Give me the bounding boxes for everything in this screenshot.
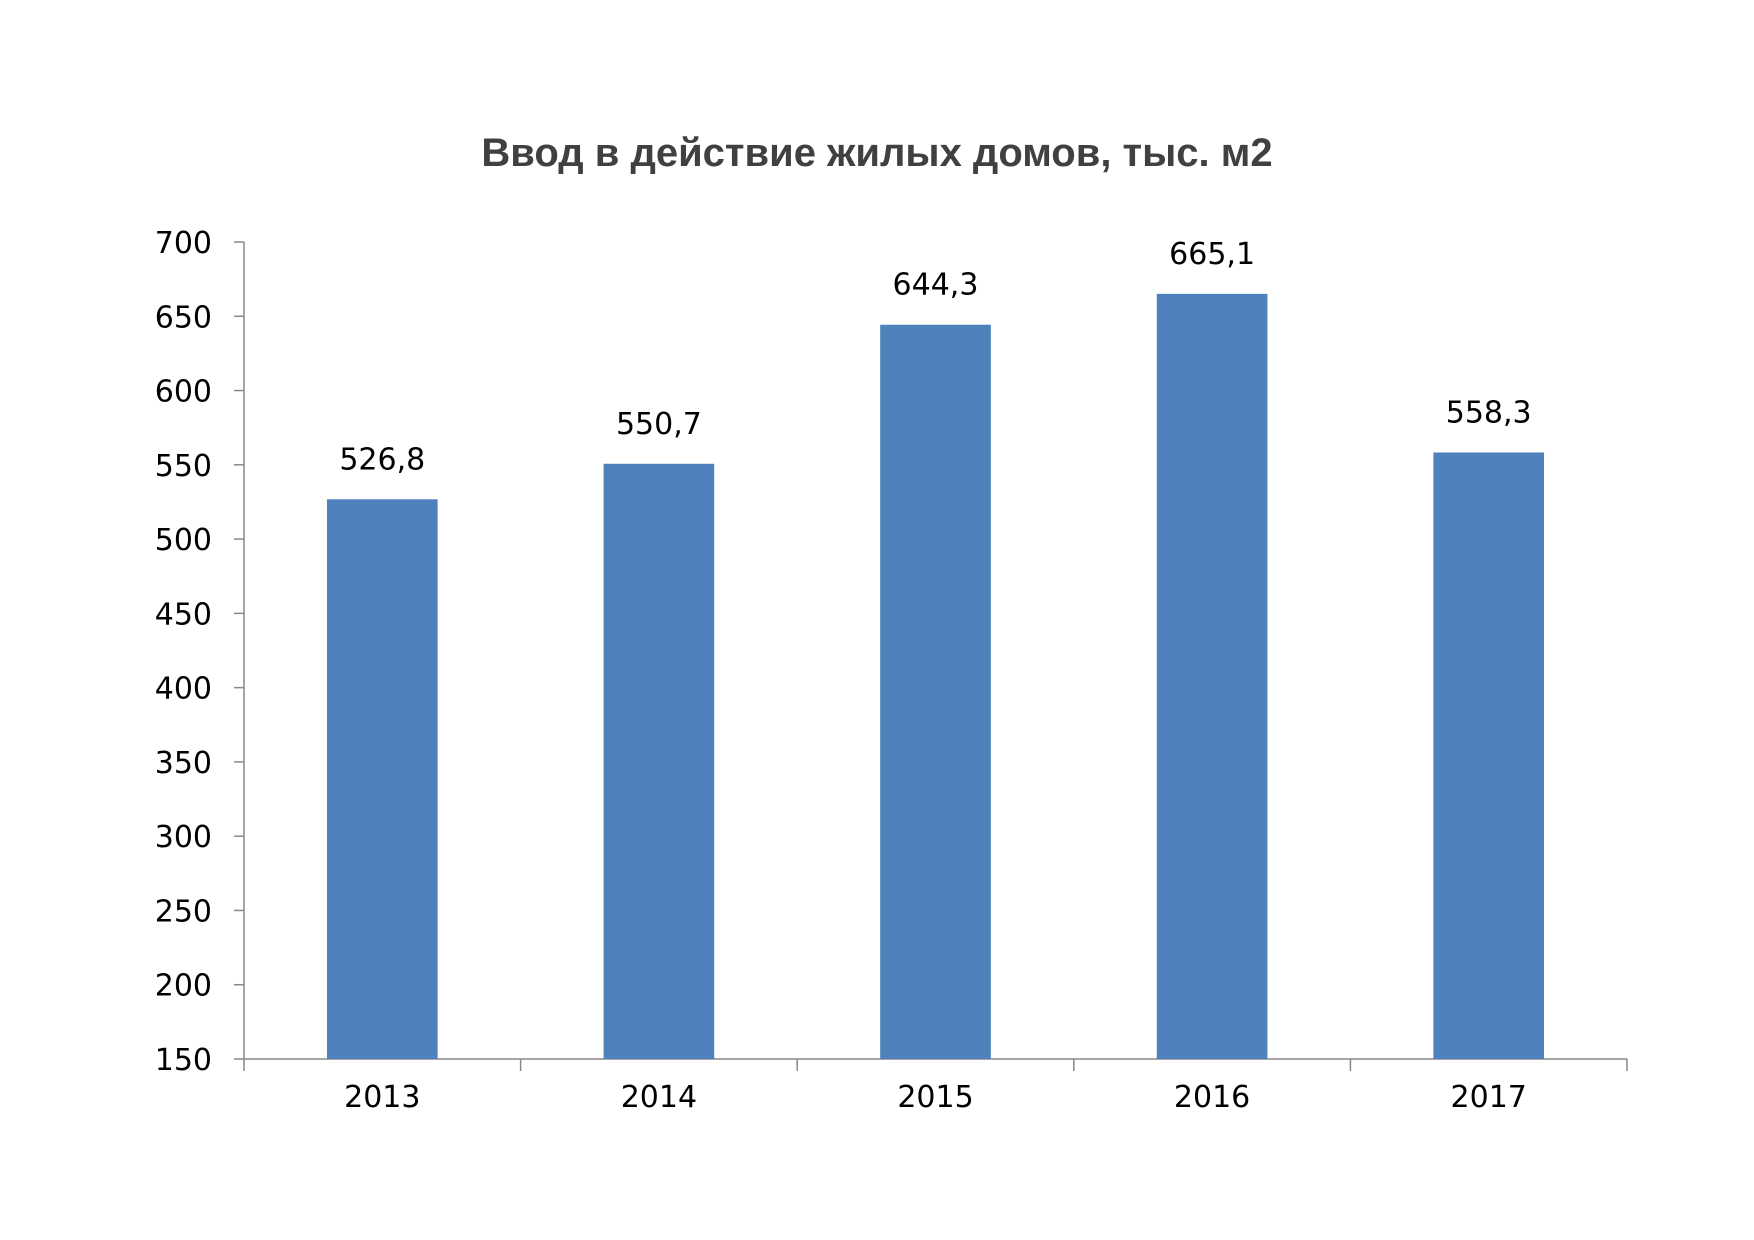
x-tick-label: 2013: [344, 1080, 420, 1115]
y-tick-label: 150: [155, 1043, 212, 1078]
chart-title: Ввод в действие жилых домов, тыс. м2: [481, 131, 1272, 175]
y-tick-label: 700: [155, 226, 212, 261]
y-tick-label: 450: [155, 597, 212, 632]
bar-value-label: 644,3: [893, 268, 979, 303]
bar-value-label: 526,8: [339, 442, 425, 477]
y-tick-label: 250: [155, 894, 212, 929]
y-tick-label: 550: [155, 449, 212, 484]
bar: [326, 499, 438, 1059]
y-tick-label: 600: [155, 375, 212, 410]
y-tick-label: 350: [155, 746, 212, 781]
y-tick-label: 650: [155, 300, 212, 335]
x-tick-label: 2014: [621, 1080, 697, 1115]
y-axis: 150 200 250 300 350 400 450 500 550 600 650 700: [155, 226, 245, 1078]
bar-value-label: 558,3: [1446, 395, 1532, 430]
bar: [880, 324, 991, 1059]
x-tick-label: 2017: [1451, 1080, 1527, 1115]
x-axis: 2013 2014 2015 2016 2017: [243, 1058, 1628, 1115]
x-tick-label: 2015: [897, 1080, 973, 1115]
y-tick-label: 300: [155, 820, 212, 855]
bar: [603, 463, 715, 1060]
y-tick-label: 400: [155, 672, 212, 707]
bars: [326, 293, 1545, 1060]
bar-value-label: 550,7: [616, 407, 702, 442]
bar: [1433, 452, 1545, 1060]
bar: [1156, 293, 1268, 1059]
x-tick-label: 2016: [1174, 1080, 1250, 1115]
bar-value-label: 665,1: [1169, 237, 1255, 272]
data-labels: 526,8 550,7 644,3 665,1 558,3: [339, 237, 1531, 477]
y-tick-label: 200: [155, 969, 212, 1004]
y-tick-label: 500: [155, 523, 212, 558]
